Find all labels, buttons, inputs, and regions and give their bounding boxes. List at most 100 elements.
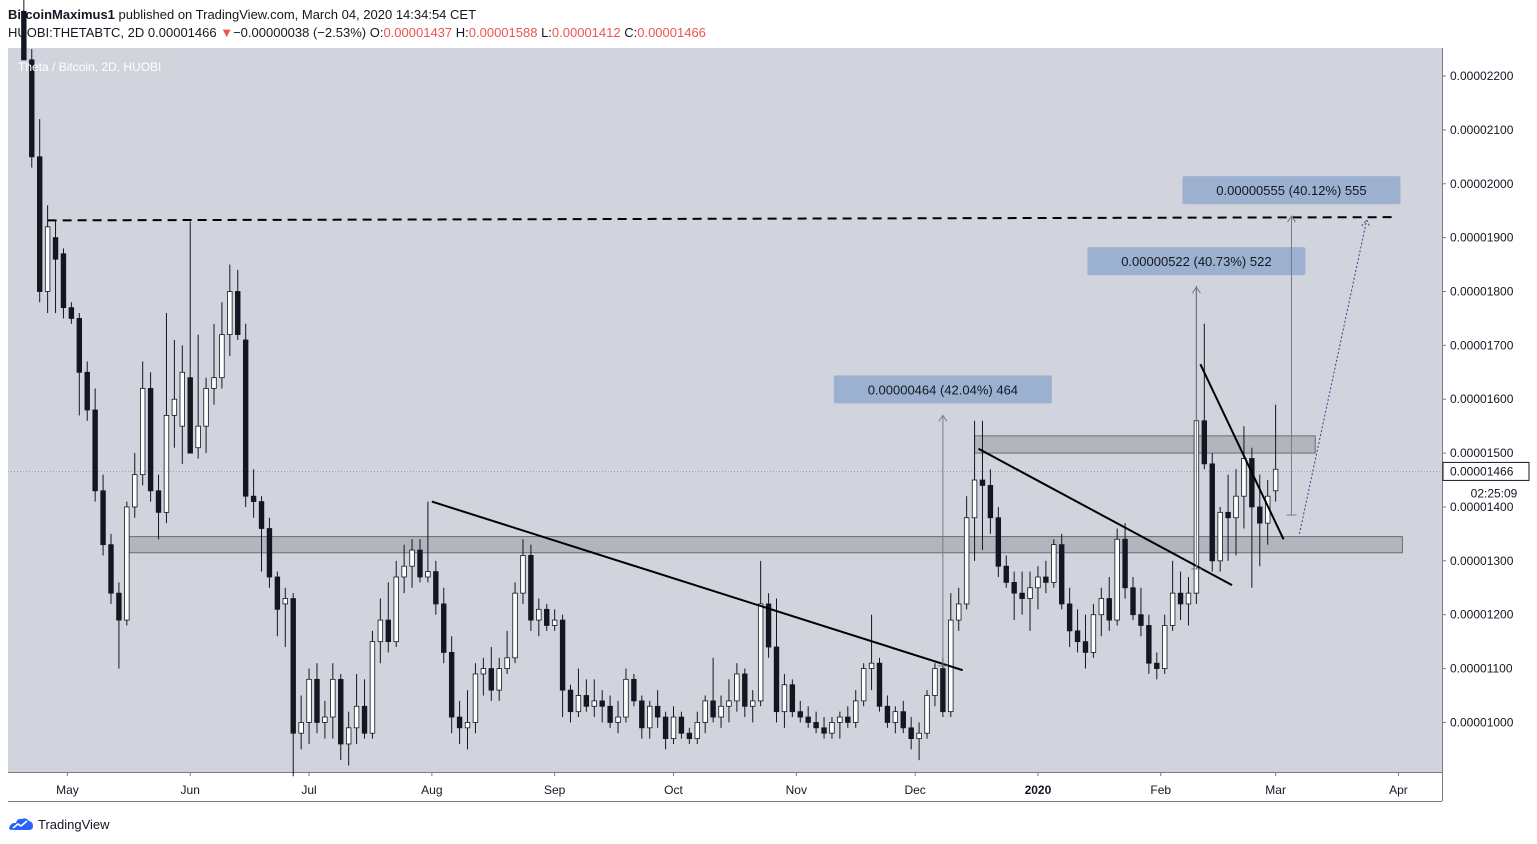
candle-body-up: [781, 684, 788, 713]
trend-lines: [47, 216, 1395, 672]
candle: [187, 221, 193, 454]
candle: [520, 539, 526, 604]
candle-body-up: [963, 517, 970, 605]
y-tick-label: 0.00001400: [1450, 500, 1514, 514]
candle-body-up: [472, 673, 479, 723]
candle: [100, 474, 106, 556]
x-tick-label: Jul: [301, 783, 316, 797]
candle: [1185, 576, 1192, 626]
candle-body-down: [1154, 662, 1160, 669]
candle-body-down: [789, 684, 796, 713]
measure-1: 0.00000522 (40.73%) 522: [1087, 247, 1306, 570]
candle: [726, 679, 732, 723]
candle-body-up: [853, 700, 859, 723]
candle: [417, 539, 423, 583]
footer-brand[interactable]: TradingView: [38, 816, 110, 832]
candle-body-up: [670, 716, 677, 740]
candle-body-down: [361, 705, 368, 734]
candle-body-down: [639, 700, 645, 729]
candle: [266, 517, 273, 588]
candle: [1003, 555, 1009, 588]
candle-body-down: [1209, 463, 1215, 562]
candle-body-down: [567, 689, 574, 713]
y-tick-label: 0.00001800: [1450, 284, 1514, 298]
y-tick-label: 0.00001500: [1450, 446, 1514, 460]
candles: [21, 0, 1279, 777]
zone-1: [974, 435, 1316, 454]
candle-body-down: [76, 318, 83, 373]
measure-label-box: [1087, 247, 1306, 276]
candle-body-down: [1066, 603, 1073, 632]
author-name[interactable]: BitcoinMaximus1: [8, 7, 115, 22]
candle: [765, 593, 772, 658]
candle-body-up: [425, 571, 431, 578]
candle: [670, 706, 677, 744]
candle: [353, 673, 360, 744]
candle: [464, 690, 471, 750]
trend-line-3: [1199, 363, 1285, 540]
candle-body-down: [21, 10, 27, 61]
plot-area[interactable]: [8, 48, 1442, 772]
candle-body-down: [662, 716, 669, 740]
candle-body-down: [607, 705, 613, 723]
candle: [797, 700, 803, 723]
y-tick-label: 0.00002200: [1450, 69, 1514, 83]
candle: [456, 700, 463, 744]
candle-body-up: [195, 425, 201, 449]
candle-body-up: [163, 414, 170, 513]
candle-body-up: [1217, 511, 1223, 562]
candle: [742, 668, 748, 718]
candle-body-down: [678, 716, 685, 734]
candle-body-down: [995, 517, 1002, 567]
candle-body-down: [456, 716, 463, 729]
candle-body-down: [147, 388, 154, 492]
candle: [227, 264, 233, 357]
candle: [108, 533, 114, 604]
candle: [591, 679, 597, 718]
candle: [1090, 603, 1097, 658]
close-label: C:: [624, 25, 638, 40]
candle-body-up: [44, 226, 51, 292]
candle-body-up: [1098, 598, 1105, 616]
candle-body-up: [512, 592, 518, 659]
candle: [559, 614, 566, 718]
candle-body-up: [203, 388, 209, 427]
candle: [900, 700, 906, 734]
candle-body-down: [742, 673, 748, 707]
candle: [250, 469, 257, 518]
candle-body-up: [757, 603, 764, 702]
candle: [338, 673, 344, 761]
low-value: 0.00001412: [551, 25, 621, 40]
measure-tools: 0.00000464 (42.04%) 464 0.00000522 (40.73…: [833, 176, 1401, 667]
candle: [567, 684, 574, 723]
candle-body-down: [900, 711, 906, 729]
candle-body-down: [314, 678, 320, 723]
candle-body-down: [417, 549, 423, 578]
candle: [60, 248, 67, 319]
candle-body-up: [971, 479, 978, 519]
candle-body-up: [393, 576, 399, 643]
y-tick-label: 0.00001200: [1450, 608, 1514, 622]
candle: [1114, 528, 1120, 626]
measure-2: 0.00000555 (40.12%) 555: [1182, 176, 1401, 516]
candle-body-down: [631, 678, 637, 702]
candle: [599, 690, 605, 723]
candle: [425, 501, 431, 583]
candle: [694, 711, 700, 744]
candle-body-up: [1162, 625, 1168, 669]
candle-body-down: [100, 490, 106, 546]
candle: [36, 119, 43, 303]
candle-body-up: [591, 700, 597, 707]
candle: [52, 221, 59, 314]
candle: [512, 582, 518, 664]
candle: [472, 663, 479, 734]
candle-body-down: [544, 608, 550, 626]
candle-body-up: [575, 695, 582, 713]
candle: [757, 560, 764, 707]
x-tick-label: Apr: [1389, 783, 1408, 797]
candle-body-down: [1201, 420, 1208, 465]
candle: [995, 506, 1002, 577]
candle: [1233, 469, 1239, 556]
candle: [258, 496, 265, 572]
